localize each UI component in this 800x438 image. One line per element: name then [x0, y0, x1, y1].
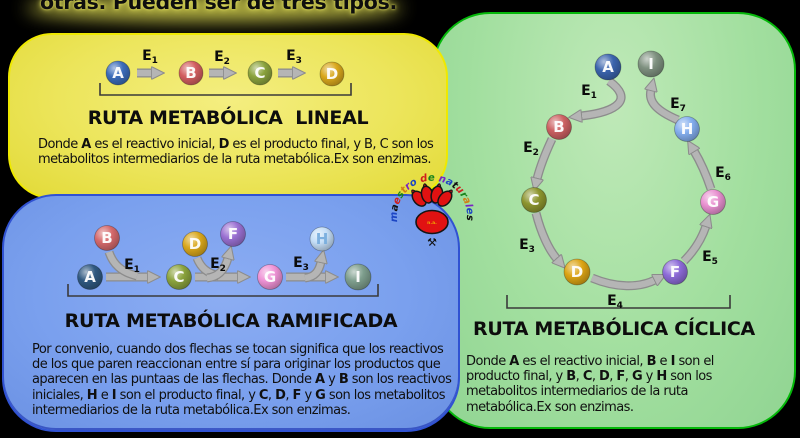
panel-ramificada: RUTA METABÓLICA RAMIFICADA Por convenio,…: [2, 194, 460, 432]
logo-pad-text: n.a.: [427, 221, 437, 226]
panel-lineal: RUTA METABÓLICA LINEAL Donde A es el rea…: [8, 33, 448, 199]
page-heading: otras. Pueden ser de tres tipos.: [40, 0, 397, 14]
paw-icon: [411, 183, 453, 235]
ramificada-title: RUTA METABÓLICA RAMIFICADA: [64, 310, 398, 332]
panel-ciclica: RUTA METABÓLICA CÍCLICA Donde A es el re…: [432, 12, 796, 429]
ciclica-description: Donde A es el reactivo inicial, B e I so…: [466, 354, 714, 415]
lineal-title: RUTA METABÓLICA LINEAL: [87, 107, 369, 129]
ciclica-title: RUTA METABÓLICA CÍCLICA: [473, 318, 755, 340]
hammers-icon: ⚒: [427, 236, 437, 248]
logo-arc-text: maestro de natur al e s: [389, 173, 475, 223]
paw-shape: [411, 183, 453, 235]
lineal-description: Donde A es el reactivo inicial, D es el …: [38, 137, 434, 168]
heading-glow: [26, 0, 402, 21]
paw-logo-icon: maestro de natur al e s ⚒ n.a.: [389, 173, 475, 248]
ramificada-description: Por convenio, cuando dos flechas se toca…: [32, 342, 452, 418]
